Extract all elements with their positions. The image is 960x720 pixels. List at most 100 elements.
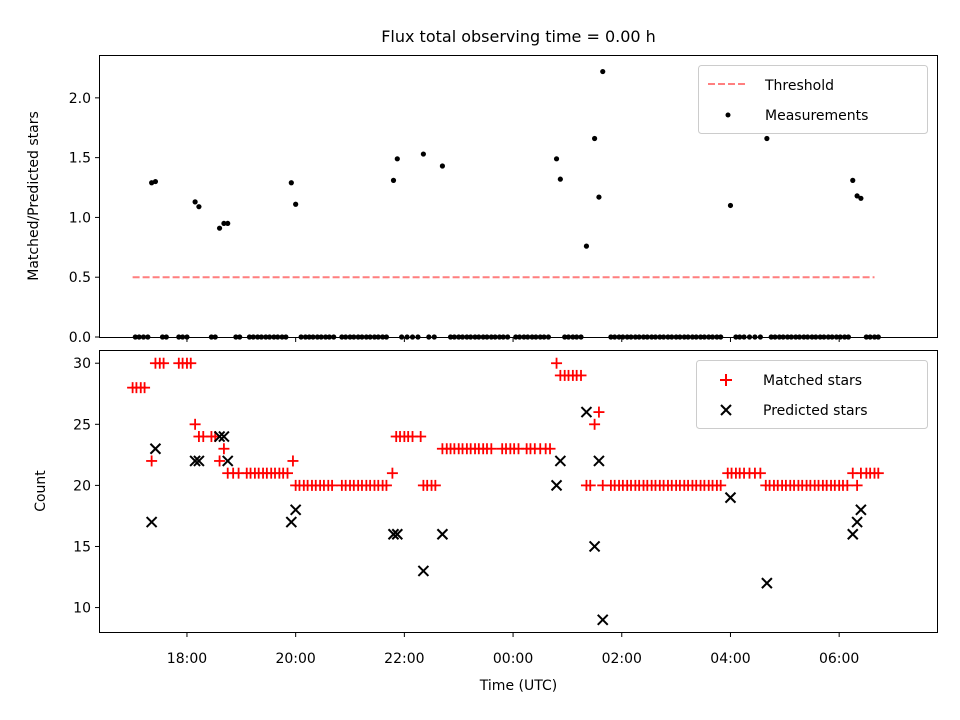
predicted-star-mark bbox=[761, 577, 773, 589]
predicted-star-point bbox=[554, 455, 567, 467]
bottom-x-tick-label: 00:00 bbox=[493, 651, 533, 667]
top-y-tick-label: 0.0 bbox=[69, 330, 91, 346]
matched-star-point bbox=[326, 479, 338, 491]
matched-star-point bbox=[551, 357, 563, 369]
predicted-star-mark bbox=[218, 430, 230, 443]
top-legend: Threshold Measurements bbox=[698, 65, 928, 134]
predicted-star-point bbox=[387, 528, 400, 540]
matched-star-point bbox=[185, 357, 197, 369]
bottom-x-tick-label: 20:00 bbox=[275, 651, 315, 667]
bottom-legend-box bbox=[696, 360, 928, 429]
bottom-y-tick-label: 15 bbox=[73, 539, 91, 555]
matched-star-point bbox=[380, 479, 392, 491]
matched-star-point bbox=[593, 406, 605, 418]
predicted-star-mark bbox=[222, 455, 234, 467]
top-y-tick-label: 2.0 bbox=[69, 91, 91, 107]
measurement-point bbox=[221, 220, 227, 227]
matched-star-point bbox=[575, 369, 587, 381]
matched-star-point bbox=[386, 467, 398, 479]
top-legend-box bbox=[698, 65, 928, 134]
bottom-legend: Matched stars Predicted stars bbox=[696, 360, 928, 429]
predicted-star-point bbox=[391, 528, 404, 540]
predicted-stars-points bbox=[145, 406, 867, 626]
measurement-point bbox=[293, 201, 299, 207]
measurement-point bbox=[850, 177, 856, 183]
predicted-star-mark bbox=[855, 504, 867, 516]
predicted-star-point bbox=[417, 565, 430, 577]
predicted-star-point bbox=[855, 504, 867, 516]
predicted-star-mark bbox=[550, 479, 563, 492]
predicted-star-mark bbox=[554, 455, 567, 467]
predicted-star-mark bbox=[289, 504, 302, 516]
predicted-star-point bbox=[222, 455, 234, 467]
measurement-point bbox=[553, 156, 560, 162]
measurement-point bbox=[596, 194, 602, 200]
top-y-tick-label: 1.0 bbox=[69, 210, 91, 226]
matched-star-point bbox=[584, 479, 596, 491]
measurement-point bbox=[152, 178, 159, 185]
predicted-star-point bbox=[285, 516, 298, 528]
predicted-star-mark bbox=[580, 406, 593, 418]
measurement-point bbox=[591, 135, 598, 142]
matched-star-point bbox=[841, 479, 853, 491]
top-panel: Flux total observing time = 0.00 h 0.00.… bbox=[26, 27, 938, 346]
matched-star-point bbox=[754, 467, 766, 479]
predicted-star-point bbox=[851, 516, 863, 528]
predicted-star-mark bbox=[724, 491, 737, 504]
legend-matched-swatch bbox=[720, 374, 732, 386]
matched-stars-points bbox=[127, 357, 884, 491]
bottom-panel: 10 15 20 25 30 18:00 20:00 22:00 00:00 02:00 04:0… bbox=[33, 350, 938, 694]
predicted-star-point bbox=[436, 528, 449, 540]
measurement-point bbox=[439, 163, 446, 169]
legend-matched-label: Matched stars bbox=[763, 373, 862, 389]
top-y-tick-label: 1.5 bbox=[69, 151, 91, 167]
measurement-point bbox=[390, 177, 397, 183]
measurement-point bbox=[394, 156, 400, 162]
matched-star-point bbox=[139, 382, 151, 394]
measurement-point bbox=[225, 220, 231, 227]
measurement-point bbox=[583, 243, 590, 249]
predicted-star-point bbox=[761, 577, 773, 589]
predicted-star-mark bbox=[193, 455, 205, 467]
legend-measurements-label: Measurements bbox=[765, 108, 868, 124]
predicted-star-mark bbox=[189, 455, 201, 467]
predicted-star-point bbox=[588, 540, 601, 553]
measurement-point bbox=[216, 225, 223, 231]
predicted-star-mark bbox=[593, 455, 605, 467]
predicted-star-mark bbox=[213, 430, 226, 443]
top-y-ticks: 0.0 0.5 1.0 1.5 2.0 bbox=[69, 91, 100, 346]
matched-star-point bbox=[282, 467, 294, 479]
measurement-point bbox=[854, 193, 860, 199]
legend-threshold-label: Threshold bbox=[764, 78, 834, 94]
measurement-point bbox=[192, 199, 198, 205]
measurement-point bbox=[600, 68, 606, 75]
predicted-star-point bbox=[724, 491, 737, 504]
predicted-star-point bbox=[593, 455, 605, 467]
measurement-point bbox=[557, 176, 563, 182]
predicted-star-mark bbox=[391, 528, 404, 540]
matched-star-point bbox=[189, 418, 201, 430]
matched-star-point bbox=[415, 431, 427, 443]
predicted-star-mark bbox=[851, 516, 863, 528]
predicted-star-mark bbox=[285, 516, 298, 528]
matched-star-point bbox=[485, 443, 497, 455]
predicted-star-mark bbox=[145, 516, 158, 528]
matched-star-point bbox=[214, 455, 226, 467]
predicted-star-point bbox=[597, 614, 609, 626]
top-y-tick-label: 0.5 bbox=[69, 270, 91, 286]
legend-measurements-swatch bbox=[725, 112, 731, 118]
predicted-star-mark bbox=[387, 528, 400, 540]
predicted-star-point bbox=[149, 443, 162, 455]
matched-star-point bbox=[544, 443, 556, 455]
bottom-x-tick-label: 22:00 bbox=[384, 651, 424, 667]
predicted-star-point bbox=[218, 430, 230, 443]
predicted-star-mark bbox=[436, 528, 449, 540]
bottom-y-tick-label: 10 bbox=[73, 601, 91, 617]
bottom-x-tick-label: 02:00 bbox=[602, 651, 642, 667]
matched-star-point bbox=[287, 455, 299, 467]
predicted-star-point bbox=[580, 406, 593, 418]
matched-star-point bbox=[872, 467, 884, 479]
bottom-y-ticks: 10 15 20 25 30 bbox=[73, 356, 100, 617]
predicted-star-point bbox=[550, 479, 563, 492]
